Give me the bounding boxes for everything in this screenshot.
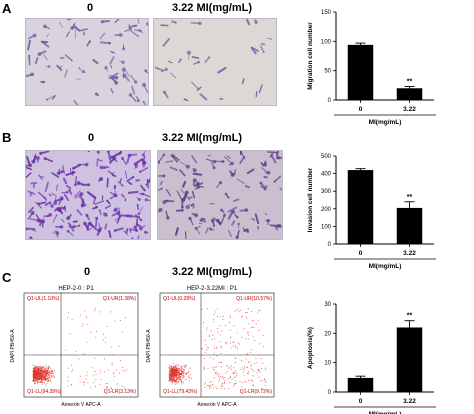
flow-plot-control: HEP-2-0 : P1 Q1-UL(1.10%) Q1-UR(1.38%) Q… [10,286,139,408]
panel-b-control-label: 0 [88,132,95,144]
y-tick-label: 0 [328,242,332,248]
error-bar [355,168,366,172]
flow-plot-treated: HEP-2-3.22MI : P1 Q1-UL(0.28%) Q1-UR(10.… [146,286,275,408]
quadrant-ul-label: Q1-UL(1.10%) [27,296,60,302]
flow-plot-title: HEP-2-0 : P1 [58,286,94,292]
y-tick-label: 150 [321,10,332,16]
y-axis-label: Invasion cell number [307,167,314,232]
quadrant-ur-label: Q1-UR(10.57%) [236,296,272,302]
x-axis-label: MI(mg/mL) [369,411,402,414]
y-tick-label: 300 [321,189,332,195]
y-tick-label: 100 [321,224,332,230]
error-bar [355,375,366,380]
bar [396,88,423,100]
x-tick-label: 3.22 [403,398,416,405]
y-tick-label: 100 [321,39,332,45]
flow-plot-xlabel: Annexin V APC-A [61,402,101,408]
bar [347,170,374,244]
error-bar [404,86,415,91]
panel-letter-b: B [2,130,12,145]
panel-b-treated-label: 3.22 MI(mg/mL) [162,132,243,144]
y-tick-label: 30 [324,302,331,308]
x-tick-label: 0 [359,250,363,257]
x-tick-label: 0 [359,106,363,113]
panel-letter-c: C [2,270,12,285]
panel-a-control-label: 0 [87,2,94,14]
error-bar [404,320,415,335]
x-tick-label: 3.22 [403,106,416,113]
panel-letter-a: A [2,1,12,16]
y-tick-label: 0 [328,98,332,104]
migration-bar-chart: 0 50 100 150 0 ** 3.22MI(mg/mL) Migration cell … [307,10,436,126]
y-tick-label: 20 [324,331,331,337]
quadrant-lr-label: Q1-LR(9.72%) [240,389,273,395]
panel-c-control-label: 0 [84,266,91,278]
y-axis-label: Migration cell number [307,22,314,90]
y-tick-label: 500 [321,154,332,160]
flow-plot-ylabel: DAPI PB450-A [10,329,16,363]
error-bar [355,42,366,47]
flow-plot-xlabel: Annexin V APC-A [197,402,237,408]
bar [347,44,374,100]
quadrant-ul-label: Q1-UL(0.28%) [163,296,196,302]
x-axis-label: MI(mg/mL) [369,119,402,126]
migration-treated-micrograph [153,18,277,106]
invasion-control-micrograph [25,150,151,240]
error-bar [404,201,415,215]
significance-marker: ** [407,313,413,320]
y-axis-label: Apoptosis(%) [307,327,314,369]
quadrant-ll-label: Q1-LL(94.39%) [27,389,62,395]
y-tick-label: 400 [321,172,332,178]
y-tick-label: 10 [324,361,331,367]
quadrant-lr-label: Q1-LR(3.13%) [104,389,137,395]
invasion-treated-micrograph [157,150,283,240]
invasion-bar-chart: 0 100 200 300 400 500 0 ** 3.22MI(mg/mL) Invasion… [307,154,436,270]
migration-control-micrograph [25,18,149,106]
significance-marker: ** [407,79,413,86]
apoptosis-bar-chart: 0 10 20 30 0 ** 3.22 MI(mg/mL) Apoptosis(%) [307,302,436,414]
y-tick-label: 0 [328,390,332,396]
flow-plot-title: HEP-2-3.22MI : P1 [187,286,238,292]
x-tick-label: 3.22 [403,250,416,257]
x-tick-label: 0 [359,398,363,405]
quadrant-ur-label: Q1-UR(1.38%) [103,296,136,302]
bar [347,377,374,392]
panel-a-treated-label: 3.22 MI(mg/mL) [172,2,253,14]
y-tick-label: 50 [324,69,331,75]
y-tick-label: 200 [321,207,332,213]
quadrant-ll-label: Q1-LL(79.43%) [163,389,198,395]
panel-c-treated-label: 3.22 MI(mg/mL) [172,266,253,278]
bar [396,327,423,392]
significance-marker: ** [407,194,413,201]
flow-plot-ylabel: DAPI PB450-A [146,329,152,363]
x-axis-label: MI(mg/mL) [369,263,402,270]
plot-frame [159,292,275,398]
